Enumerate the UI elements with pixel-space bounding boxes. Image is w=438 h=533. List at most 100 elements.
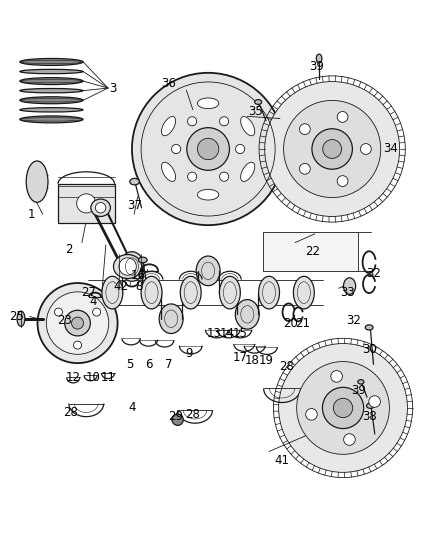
Circle shape: [38, 283, 117, 363]
Ellipse shape: [365, 325, 373, 330]
Ellipse shape: [235, 300, 259, 329]
Circle shape: [236, 144, 245, 154]
Ellipse shape: [120, 252, 144, 281]
Circle shape: [74, 341, 81, 349]
Ellipse shape: [367, 403, 374, 408]
Ellipse shape: [254, 100, 261, 104]
Ellipse shape: [138, 257, 147, 263]
Circle shape: [77, 194, 96, 213]
Text: 21: 21: [295, 317, 310, 329]
Text: 8: 8: [135, 280, 142, 293]
Circle shape: [297, 361, 389, 454]
Text: 17: 17: [233, 351, 247, 365]
Text: 37: 37: [127, 199, 141, 212]
Circle shape: [323, 140, 342, 158]
Text: 6: 6: [145, 358, 153, 371]
Text: 23: 23: [57, 314, 72, 327]
Text: 39: 39: [351, 384, 366, 397]
Ellipse shape: [162, 117, 176, 136]
Ellipse shape: [358, 379, 364, 384]
Circle shape: [54, 308, 63, 316]
Circle shape: [187, 128, 230, 171]
Circle shape: [344, 434, 355, 445]
Ellipse shape: [20, 78, 83, 85]
Circle shape: [92, 308, 101, 316]
Ellipse shape: [26, 161, 48, 203]
Circle shape: [119, 258, 136, 275]
Text: 29: 29: [168, 410, 183, 423]
Ellipse shape: [198, 189, 219, 200]
Ellipse shape: [113, 255, 142, 278]
Ellipse shape: [196, 256, 220, 286]
Text: 32: 32: [346, 314, 361, 327]
Ellipse shape: [20, 97, 83, 104]
Circle shape: [187, 172, 197, 181]
Text: 19: 19: [258, 353, 273, 367]
Circle shape: [322, 387, 364, 429]
Ellipse shape: [343, 278, 356, 294]
Circle shape: [337, 176, 348, 187]
Text: 9: 9: [185, 347, 192, 360]
Ellipse shape: [102, 276, 123, 309]
Text: 27: 27: [81, 286, 96, 299]
Circle shape: [219, 172, 229, 181]
Ellipse shape: [219, 276, 240, 309]
Ellipse shape: [240, 162, 255, 181]
Circle shape: [279, 344, 407, 472]
Ellipse shape: [159, 304, 183, 334]
Circle shape: [300, 164, 310, 174]
Text: 3: 3: [109, 82, 116, 94]
Text: 33: 33: [340, 286, 355, 299]
Circle shape: [71, 317, 84, 329]
Bar: [262, 232, 358, 271]
Text: 13: 13: [206, 327, 221, 341]
Text: 28: 28: [185, 408, 200, 421]
Circle shape: [331, 370, 343, 382]
Circle shape: [95, 203, 106, 213]
Circle shape: [172, 144, 181, 154]
Text: 28: 28: [279, 360, 294, 373]
Ellipse shape: [91, 199, 110, 216]
Text: 12: 12: [66, 371, 81, 384]
Circle shape: [312, 129, 353, 169]
Text: 18: 18: [244, 353, 259, 367]
Circle shape: [333, 398, 353, 418]
Ellipse shape: [180, 276, 201, 309]
Text: 30: 30: [362, 343, 377, 356]
Circle shape: [132, 73, 284, 225]
Ellipse shape: [293, 276, 314, 309]
Circle shape: [187, 117, 197, 126]
Ellipse shape: [316, 54, 322, 63]
Ellipse shape: [130, 179, 139, 185]
Text: 22: 22: [305, 245, 320, 258]
Ellipse shape: [20, 69, 83, 74]
Ellipse shape: [240, 117, 255, 136]
Ellipse shape: [258, 276, 279, 309]
Ellipse shape: [141, 276, 162, 309]
Circle shape: [360, 143, 371, 155]
Circle shape: [65, 310, 90, 336]
Circle shape: [172, 414, 184, 425]
Ellipse shape: [20, 59, 83, 66]
Text: 1: 1: [28, 208, 35, 221]
Text: 16: 16: [131, 269, 146, 282]
Text: 5: 5: [126, 358, 134, 371]
Ellipse shape: [20, 88, 83, 93]
Polygon shape: [58, 184, 115, 223]
Text: 4: 4: [128, 401, 136, 415]
Circle shape: [283, 100, 381, 198]
Text: 25: 25: [9, 310, 24, 323]
Text: 7: 7: [165, 358, 173, 371]
Circle shape: [300, 124, 310, 134]
Circle shape: [46, 292, 109, 354]
Ellipse shape: [198, 98, 219, 109]
Text: 4: 4: [89, 295, 96, 308]
Text: 28: 28: [64, 406, 78, 419]
Text: 15: 15: [233, 327, 247, 341]
Text: 2: 2: [65, 243, 73, 256]
Circle shape: [337, 111, 348, 122]
Text: 14: 14: [219, 327, 234, 341]
Ellipse shape: [17, 311, 25, 326]
Circle shape: [265, 82, 399, 216]
Text: 39: 39: [310, 60, 325, 73]
